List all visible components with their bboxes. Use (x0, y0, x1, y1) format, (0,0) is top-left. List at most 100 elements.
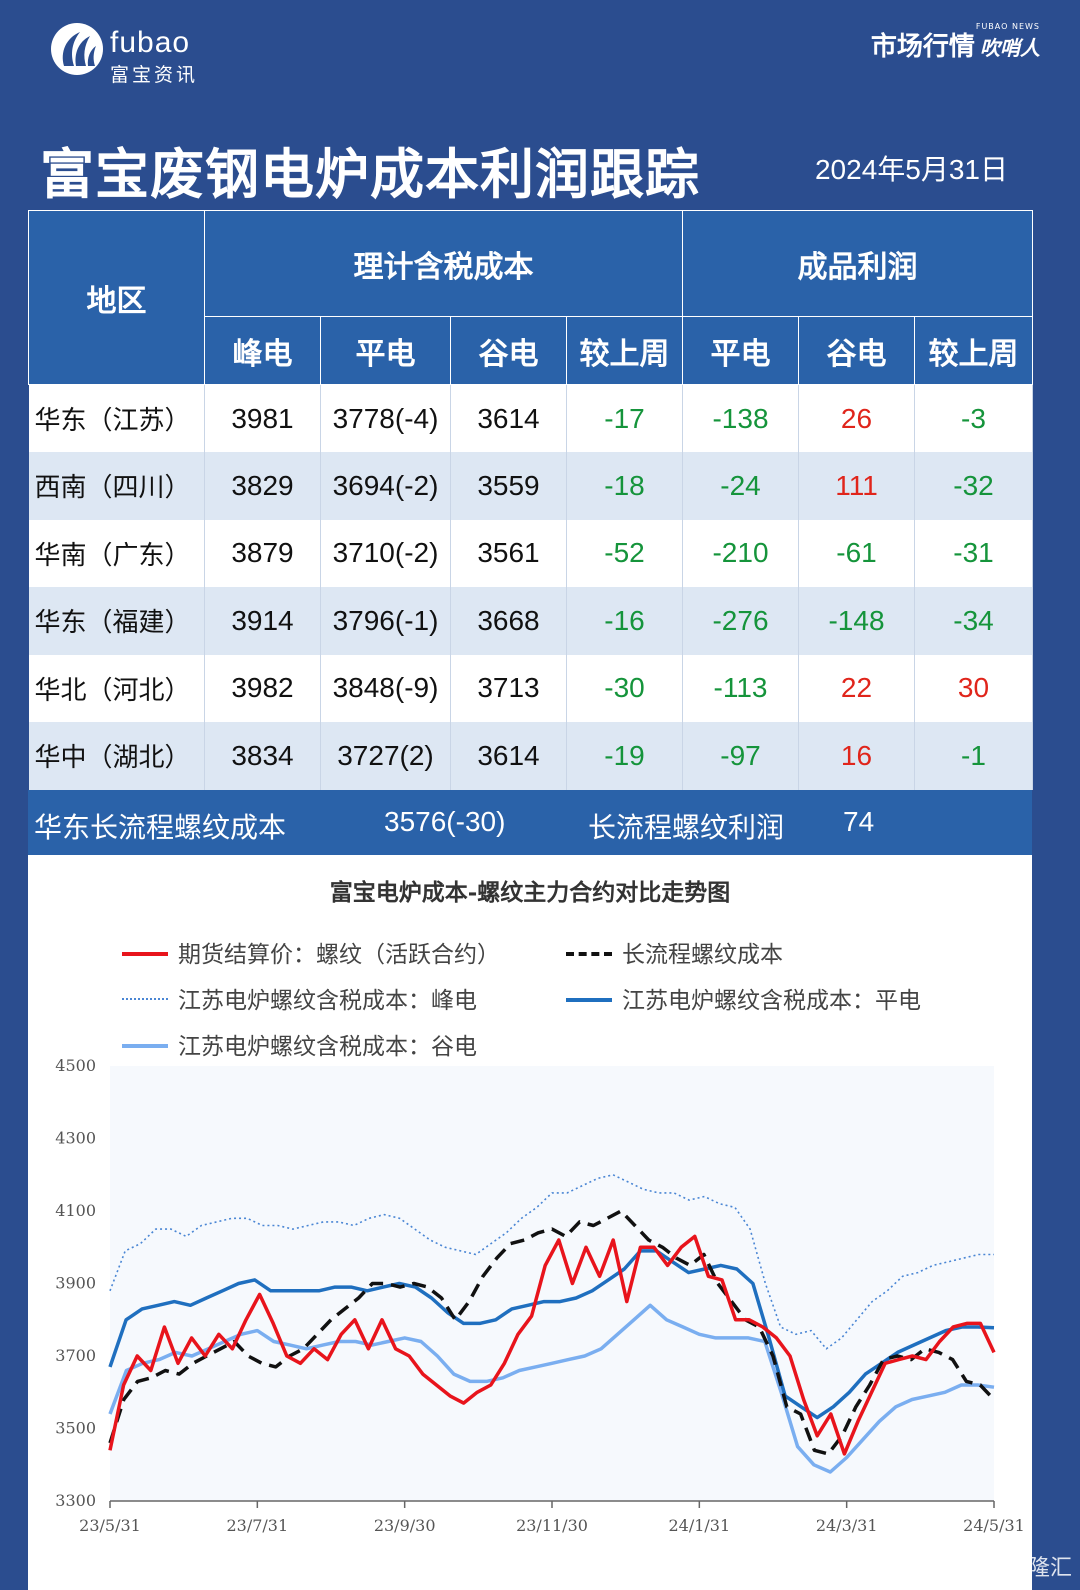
value-cell: 3879 (204, 519, 321, 587)
value-cell: 3668 (450, 587, 567, 655)
value-cell: -16 (566, 587, 683, 655)
value-cell: -3 (914, 384, 1034, 452)
value-cell: 3829 (204, 452, 321, 520)
value-cell: -148 (798, 587, 915, 655)
x-tick-label: 24/5/31 (963, 1516, 1025, 1535)
legend-valley: 江苏电炉螺纹含税成本：谷电 (178, 1034, 477, 1060)
legend-swatch-peak (122, 998, 168, 1000)
value-cell: -138 (682, 384, 799, 452)
fubao-leaf-icon (51, 23, 103, 75)
x-tick-label: 23/11/30 (516, 1516, 588, 1535)
value-cell: -34 (914, 587, 1034, 655)
value-cell: 3713 (450, 654, 567, 722)
long-process-profit-label: 长流程螺纹利润 (588, 811, 785, 844)
value-cell: 3694(-2) (320, 452, 451, 520)
value-cell: 111 (798, 452, 915, 520)
value-cell: 3614 (450, 722, 567, 790)
value-cell: -1 (914, 722, 1034, 790)
x-tick-label: 23/9/30 (374, 1516, 436, 1535)
region-cell: 华东（江苏） (28, 384, 205, 452)
x-tick-label: 23/7/31 (226, 1516, 288, 1535)
table-row: 西南（四川） 3829 3694(-2) 3559 -18 -24 111 -32 (28, 452, 1034, 520)
value-cell: -17 (566, 384, 683, 452)
value-cell: 3981 (204, 384, 321, 452)
value-cell: 3561 (450, 519, 567, 587)
region-header: 地区 (28, 210, 205, 385)
legend-swatch-valley (122, 1044, 168, 1048)
value-cell: 3559 (450, 452, 567, 520)
table-row: 华中（湖北） 3834 3727(2) 3614 -19 -97 16 -1 (28, 722, 1034, 790)
brand-small: 吹哨人 (980, 36, 1040, 60)
value-cell: 3614 (450, 384, 567, 452)
value-cell: 3796(-1) (320, 587, 451, 655)
legend-swatch-futures (122, 952, 168, 956)
value-cell: -30 (566, 654, 683, 722)
fubao-logo: fubao 富宝资讯 (50, 22, 210, 86)
watermark: 格隆汇 (1005, 1556, 1072, 1581)
table-row: 华东（江苏） 3981 3778(-4) 3614 -17 -138 26 -3 (28, 384, 1034, 452)
cost-profit-table: 地区 理计含税成本 成品利润 峰电 平电 谷电 较上周 平电 谷电 较上周 华东… (28, 210, 1034, 790)
brand-tiny: FUBAO NEWS (975, 22, 1040, 31)
legend-flat: 江苏电炉螺纹含税成本：平电 (622, 988, 921, 1014)
logo-subtitle: 富宝资讯 (110, 64, 199, 86)
sub-header: 谷电 (450, 316, 567, 385)
chart-title: 富宝电炉成本-螺纹主力合约对比走势图 (329, 879, 731, 906)
region-cell: 华北（河北） (28, 654, 205, 722)
report-date: 2024年5月31日 (814, 154, 1008, 185)
y-tick-label: 4100 (55, 1201, 96, 1220)
value-cell: -210 (682, 519, 799, 587)
value-cell: 3848(-9) (320, 654, 451, 722)
value-cell: -52 (566, 519, 683, 587)
series-line-4 (108, 1303, 995, 1474)
x-tick-label: 23/5/31 (79, 1516, 141, 1535)
legend-swatch-flat (566, 998, 612, 1002)
value-cell: 3834 (204, 722, 321, 790)
legend-swatch-long-process (566, 952, 612, 956)
chart-panel: 富宝电炉成本-螺纹主力合约对比走势图 期货结算价：螺纹（活跃合约） 长流程螺纹成… (28, 855, 1032, 1590)
x-tick-label: 24/1/31 (668, 1516, 730, 1535)
long-process-cost-value: 3576(-30) (384, 806, 506, 837)
logo-text: fubao (110, 26, 191, 59)
value-cell: -97 (682, 722, 799, 790)
y-tick-label: 3700 (55, 1346, 96, 1365)
legend-peak: 江苏电炉螺纹含税成本：峰电 (178, 988, 477, 1014)
value-cell: -32 (914, 452, 1034, 520)
value-cell: 3778(-4) (320, 384, 451, 452)
y-tick-label: 3300 (55, 1491, 96, 1510)
cost-group-header: 理计含税成本 (204, 210, 683, 317)
series-line-1 (108, 1209, 996, 1456)
value-cell: -24 (682, 452, 799, 520)
y-tick-label: 4500 (55, 1056, 96, 1075)
sub-header: 谷电 (798, 316, 915, 385)
series-line-2 (109, 1173, 994, 1350)
legend-long-process: 长流程螺纹成本 (622, 942, 783, 968)
value-cell: -113 (682, 654, 799, 722)
value-cell: -19 (566, 722, 683, 790)
y-tick-label: 4300 (55, 1129, 96, 1148)
region-cell: 西南（四川） (28, 452, 205, 520)
value-cell: 30 (914, 654, 1034, 722)
page-title: 富宝废钢电炉成本利润跟踪 (40, 143, 700, 206)
y-tick-label: 3500 (55, 1419, 96, 1438)
brand-badge: FUBAO NEWS 市场行情 吹哨人 (871, 22, 1040, 63)
profit-group-header: 成品利润 (681, 210, 1034, 317)
line-chart: 3300 3500 3700 3900 4100 4300 4500 23/5/31 23/7/… (55, 1056, 1025, 1535)
series-line-0 (108, 1234, 996, 1456)
value-cell: 22 (798, 654, 915, 722)
value-cell: -18 (566, 452, 683, 520)
long-process-profit-value: 74 (843, 806, 875, 837)
table-row: 华南（广东） 3879 3710(-2) 3561 -52 -210 -61 -31 (28, 519, 1034, 587)
value-cell: -31 (914, 519, 1034, 587)
value-cell: 3982 (204, 654, 321, 722)
header: fubao 富宝资讯 FUBAO NEWS 市场行情 吹哨人 富宝废钢电炉成本利… (0, 0, 1080, 206)
sub-header: 平电 (682, 316, 799, 385)
region-cell: 华南（广东） (28, 519, 205, 587)
value-cell: -61 (798, 519, 915, 587)
y-tick-label: 3900 (55, 1274, 96, 1293)
sub-header: 较上周 (566, 316, 683, 385)
sub-header: 峰电 (204, 316, 321, 385)
legend-futures: 期货结算价：螺纹（活跃合约） (178, 942, 500, 968)
table-row: 华东（福建） 3914 3796(-1) 3668 -16 -276 -148 -34 (28, 587, 1034, 655)
value-cell: 3914 (204, 587, 321, 655)
value-cell: -276 (682, 587, 799, 655)
